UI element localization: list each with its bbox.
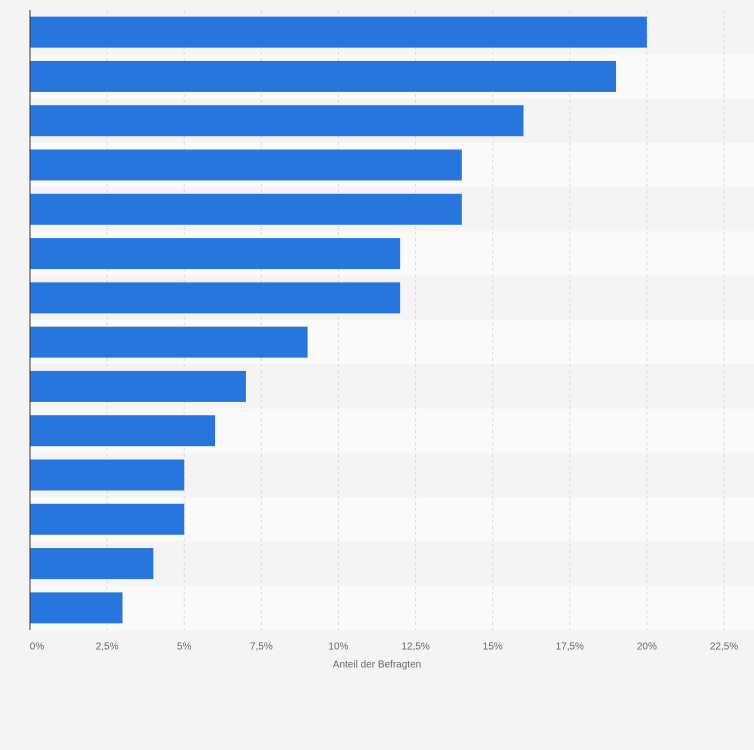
- bar: [30, 370, 246, 402]
- bar: [30, 193, 462, 225]
- x-tick-label: 10%: [328, 642, 348, 653]
- row-band: [30, 585, 754, 630]
- bar: [30, 503, 185, 535]
- bar: [30, 105, 524, 137]
- x-axis-title: Anteil der Befragten: [333, 660, 421, 671]
- bar: [30, 149, 462, 181]
- bar: [30, 459, 185, 491]
- x-tick-label: 0%: [30, 642, 45, 653]
- x-tick-label: 17,5%: [556, 642, 584, 653]
- bar: [30, 16, 647, 48]
- bar: [30, 326, 308, 358]
- bar: [30, 592, 123, 624]
- x-tick-label: 2,5%: [96, 642, 119, 653]
- x-tick-label: 12,5%: [401, 642, 429, 653]
- x-tick-label: 5%: [177, 642, 192, 653]
- bar: [30, 548, 154, 580]
- bar: [30, 60, 617, 92]
- bar: [30, 282, 401, 314]
- bar: [30, 415, 216, 447]
- x-tick-label: 20%: [637, 642, 657, 653]
- x-tick-label: 15%: [483, 642, 503, 653]
- x-tick-label: 22,5%: [710, 642, 738, 653]
- bar: [30, 238, 401, 270]
- x-tick-label: 7,5%: [250, 642, 273, 653]
